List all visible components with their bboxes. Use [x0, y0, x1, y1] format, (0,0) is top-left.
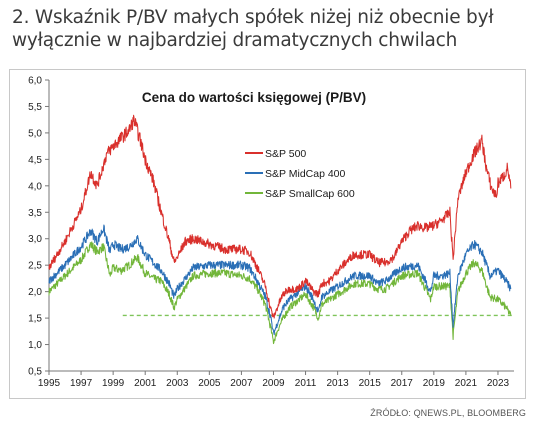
y-tick-label: 3,0 — [28, 234, 42, 245]
chart-frame — [9, 69, 526, 399]
x-tick-label: 2013 — [326, 378, 349, 389]
x-tick-label: 2001 — [134, 378, 157, 389]
series-line-s-p-midcap-400 — [48, 224, 512, 336]
y-tick-label: 4,0 — [28, 181, 42, 192]
legend-label: S&P SmallCap 600 — [265, 188, 355, 200]
series-group — [48, 114, 512, 345]
y-tick-label: 5,5 — [28, 102, 42, 113]
pbv-line-chart: 0,5 1,0 1,5 2,0 2,5 3,0 3,5 4,0 4,5 5,0 5,5 6,0 199… — [28, 76, 514, 389]
x-tick-label: 2019 — [423, 378, 446, 389]
x-tick-label: 2009 — [262, 378, 285, 389]
y-tick-label: 6,0 — [28, 76, 42, 87]
y-tick-label: 2,0 — [28, 287, 42, 298]
x-tick-label: 2005 — [198, 378, 221, 389]
y-axis: 0,5 1,0 1,5 2,0 2,5 3,0 3,5 4,0 4,5 5,0 5,5 6,0 — [28, 76, 50, 378]
x-axis: 1995 1997 1999 2001 2003 2005 2007 2009 2011 2013… — [38, 370, 514, 389]
y-tick-label: 1,5 — [28, 314, 42, 325]
x-tick-label: 2017 — [391, 378, 414, 389]
x-tick-label: 2023 — [487, 378, 510, 389]
x-tick-label: 2015 — [359, 378, 382, 389]
x-tick-label: 1995 — [38, 378, 61, 389]
y-tick-label: 1,0 — [28, 340, 42, 351]
chart-heading: 2. Wskaźnik P/BV małych spółek niżej niż… — [12, 7, 494, 51]
legend-label: S&P 500 — [265, 148, 306, 160]
y-tick-label: 5,0 — [28, 128, 42, 139]
chart-title: Cena do wartości księgowej (P/BV) — [142, 90, 366, 105]
legend-label: S&P MidCap 400 — [265, 168, 346, 180]
y-tick-label: 0,5 — [28, 367, 42, 378]
legend: S&P 500 S&P MidCap 400 S&P SmallCap 600 — [245, 148, 355, 200]
x-tick-label: 2007 — [230, 378, 253, 389]
series-line-s-p-smallcap-600 — [48, 241, 512, 345]
y-tick-label: 4,5 — [28, 155, 42, 166]
x-tick-label: 2021 — [455, 378, 478, 389]
x-tick-label: 2011 — [295, 378, 317, 389]
y-tick-label: 2,5 — [28, 261, 42, 272]
x-tick-label: 1999 — [102, 378, 125, 389]
source-note: ŹRÓDŁO: QNEWS.PL, BLOOMBERG — [370, 408, 526, 418]
x-tick-label: 2003 — [166, 378, 189, 389]
x-tick-label: 1997 — [70, 378, 93, 389]
y-tick-label: 3,5 — [28, 208, 42, 219]
series-line-s-p-500 — [48, 114, 512, 319]
